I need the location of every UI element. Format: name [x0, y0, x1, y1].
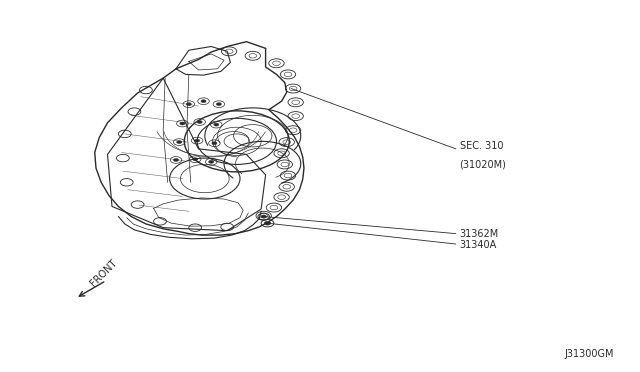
- Circle shape: [214, 123, 219, 126]
- Circle shape: [173, 158, 179, 161]
- Circle shape: [201, 100, 206, 103]
- Text: 31362M: 31362M: [460, 230, 499, 239]
- Text: (31020M): (31020M): [460, 159, 506, 169]
- Circle shape: [216, 103, 221, 106]
- Text: SEC. 310: SEC. 310: [460, 141, 503, 151]
- Circle shape: [212, 142, 217, 145]
- Text: FRONT: FRONT: [88, 258, 119, 288]
- Circle shape: [195, 139, 200, 142]
- Circle shape: [209, 160, 214, 163]
- Circle shape: [261, 215, 266, 218]
- Circle shape: [193, 158, 198, 161]
- Text: 31340A: 31340A: [460, 240, 497, 250]
- Text: J31300GM: J31300GM: [565, 349, 614, 359]
- Circle shape: [186, 103, 191, 106]
- Circle shape: [264, 221, 271, 225]
- Circle shape: [180, 122, 185, 125]
- Circle shape: [197, 121, 202, 124]
- Circle shape: [177, 141, 182, 144]
